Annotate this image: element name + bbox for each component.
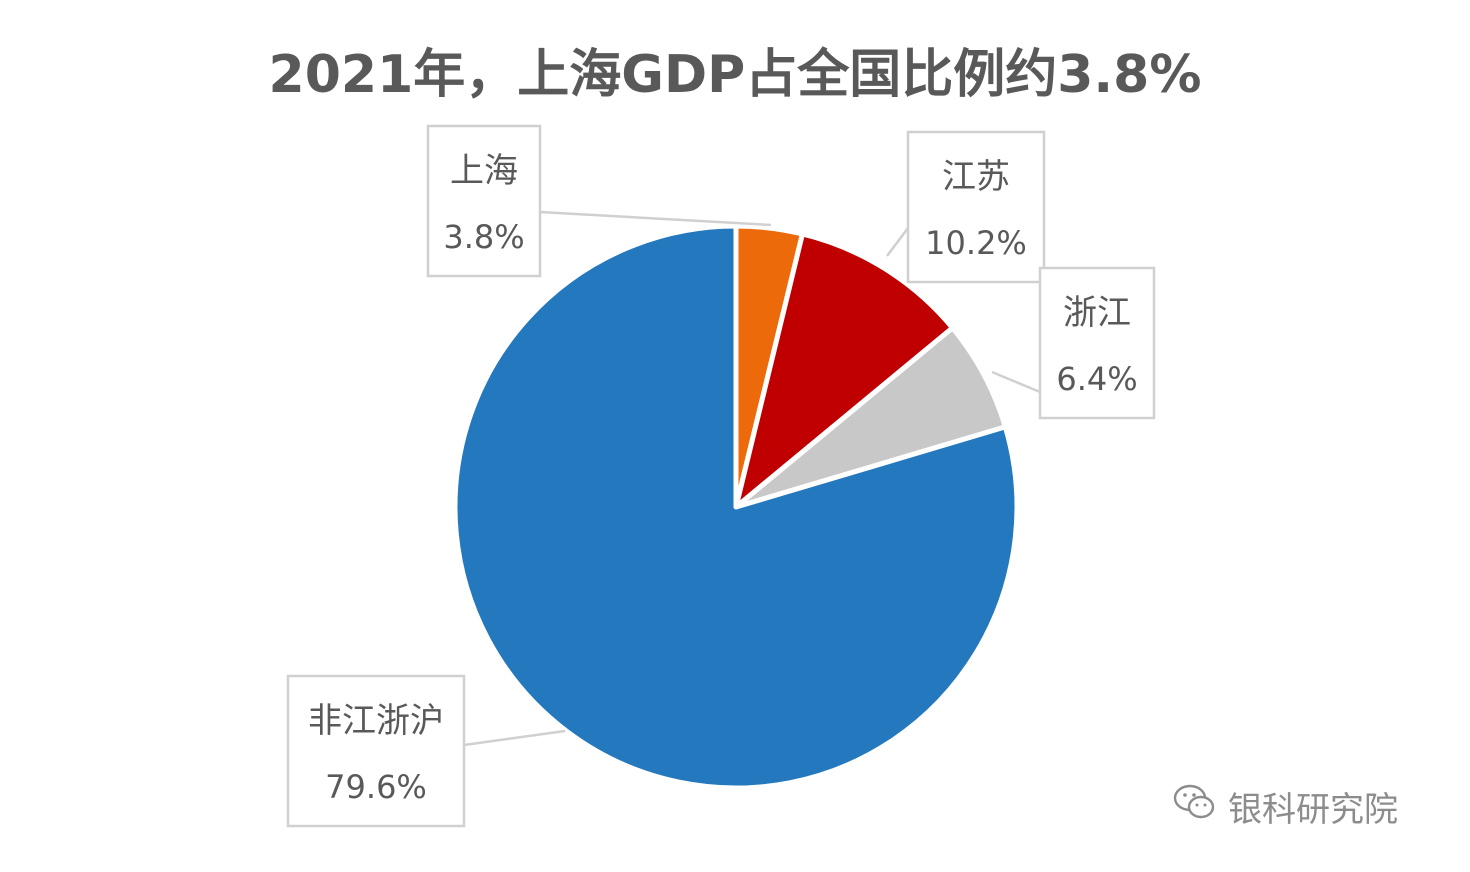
data-label-box: [426, 124, 542, 278]
wechat-icon: [1172, 782, 1218, 831]
data-label-box: [1038, 266, 1156, 420]
slice-label: 非江浙沪: [308, 701, 444, 741]
data-label-box: [286, 674, 466, 828]
data-labels: 上海 3.8% 江苏 10.2% 浙江 6.4% 非江浙沪 79.6%: [286, 124, 1156, 828]
slice-value-label: 6.4%: [1056, 360, 1137, 398]
slice-value-label: 10.2%: [925, 224, 1027, 262]
leader-line: [991, 370, 1041, 394]
pie-slices: [452, 223, 1020, 791]
leader-line: [886, 227, 909, 257]
slice-value-label: 79.6%: [325, 768, 427, 806]
leader-line: [463, 729, 566, 747]
chart-title: 2021年，上海GDP占全国比例约3.8%: [268, 45, 1202, 105]
slice-value-label: 3.8%: [443, 218, 524, 256]
watermark-text: 银科研究院: [1228, 790, 1398, 830]
slice-label: 浙江: [1063, 293, 1131, 333]
leader-line: [539, 210, 772, 227]
data-label-box: [906, 130, 1046, 284]
pie-slice-4: [452, 223, 1020, 791]
leader-lines: [463, 210, 1041, 747]
slice-label: 江苏: [942, 157, 1010, 197]
watermark: 银科研究院: [1172, 782, 1398, 831]
slice-label: 上海: [450, 151, 518, 191]
pie-slice-2: [733, 231, 956, 510]
